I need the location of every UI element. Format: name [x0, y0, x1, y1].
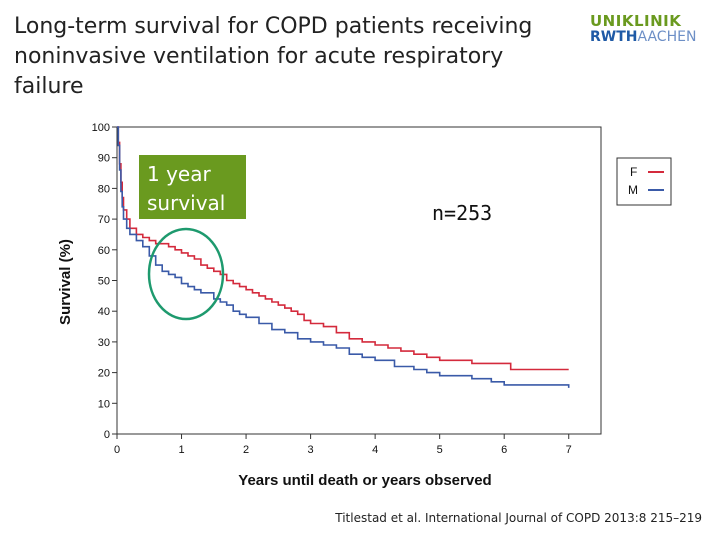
- badge-line-2: survival: [147, 191, 225, 215]
- y-axis: 0 10 20 30 40 50 60 70 80 90 100: [92, 122, 117, 441]
- logo-uniklinik-text: UNIKLINIK: [590, 12, 682, 30]
- x-tick-label: 1: [178, 444, 184, 456]
- x-tick-label: 2: [243, 444, 249, 456]
- series-line-f: [117, 126, 569, 371]
- logo-rwth-aachen: RWTHAACHEN: [590, 29, 700, 45]
- citation: Titlestad et al. International Journal o…: [335, 511, 702, 525]
- y-tick-label: 10: [98, 398, 110, 410]
- x-tick-label: 7: [566, 444, 572, 456]
- x-tick-label: 5: [437, 444, 443, 456]
- badge-line-1: 1 year: [147, 162, 211, 186]
- x-tick-label: 6: [501, 444, 507, 456]
- y-tick-label: 90: [98, 153, 110, 165]
- y-tick-label: 80: [98, 183, 110, 195]
- series-line-m: [117, 126, 570, 388]
- y-tick-label: 50: [98, 276, 110, 288]
- one-year-highlight-ellipse: [147, 227, 225, 321]
- legend-label-f: F: [630, 165, 637, 179]
- y-tick-label: 0: [104, 429, 110, 441]
- series-lines: [117, 126, 570, 388]
- y-tick-label: 70: [98, 214, 110, 226]
- y-axis-label: Survival (%): [57, 239, 74, 325]
- y-tick-label: 20: [98, 368, 110, 380]
- x-tick-label: 4: [372, 444, 378, 456]
- x-tick-label: 3: [308, 444, 314, 456]
- y-tick-label: 100: [92, 122, 110, 134]
- legend-label-m: M: [628, 183, 638, 197]
- x-tick-label: 0: [114, 444, 120, 456]
- logo-aachen-text: AACHEN: [637, 29, 697, 45]
- one-year-badge: [139, 155, 246, 219]
- y-tick-label: 30: [98, 337, 110, 349]
- uniklinik-logo: UNIKLINIK RWTHAACHEN: [590, 12, 700, 46]
- logo-rwth-text: RWTH: [590, 29, 638, 45]
- y-tick-label: 60: [98, 245, 110, 257]
- x-axis: 0 1 2 3 4 5 6 7: [114, 434, 572, 456]
- legend: F M: [616, 157, 672, 206]
- sample-size-label: n=253: [432, 201, 492, 225]
- title-line-1: Long-term survival for COPD patients rec…: [14, 14, 533, 39]
- slide-title: Long-term survival for COPD patients rec…: [14, 12, 574, 102]
- title-line-2: noninvasive ventilation for acute respir…: [14, 44, 504, 99]
- y-tick-label: 40: [98, 306, 110, 318]
- legend-box: [616, 157, 672, 206]
- x-axis-label: Years until death or years observed: [238, 472, 491, 489]
